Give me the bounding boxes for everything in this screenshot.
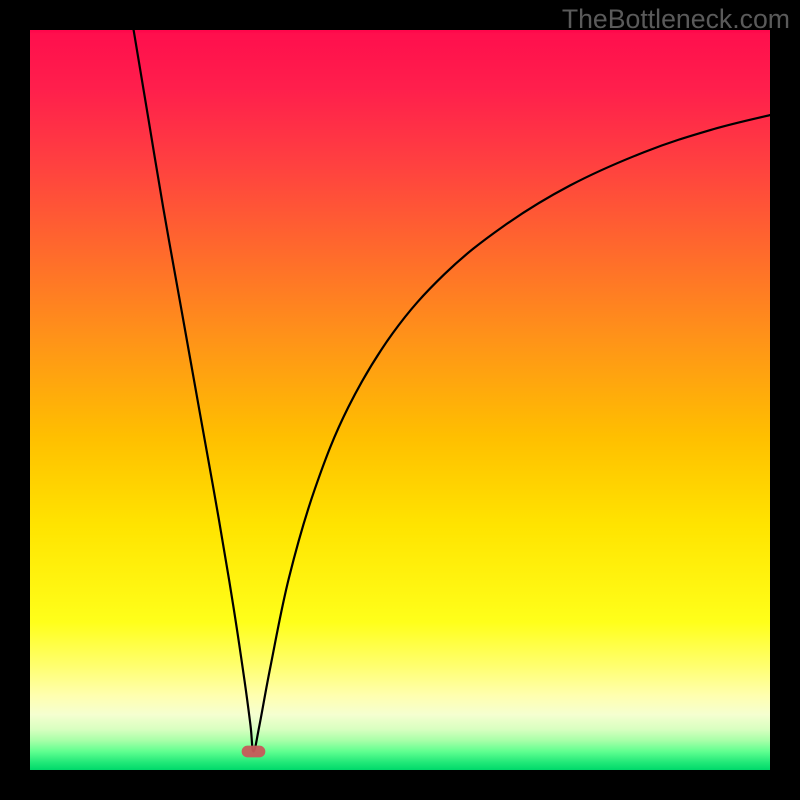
plot-area bbox=[30, 30, 770, 770]
watermark-text: TheBottleneck.com bbox=[562, 4, 790, 35]
plot-svg bbox=[30, 30, 770, 770]
chart-frame: TheBottleneck.com bbox=[0, 0, 800, 800]
gradient-background bbox=[30, 30, 770, 770]
minimum-marker bbox=[242, 746, 266, 758]
